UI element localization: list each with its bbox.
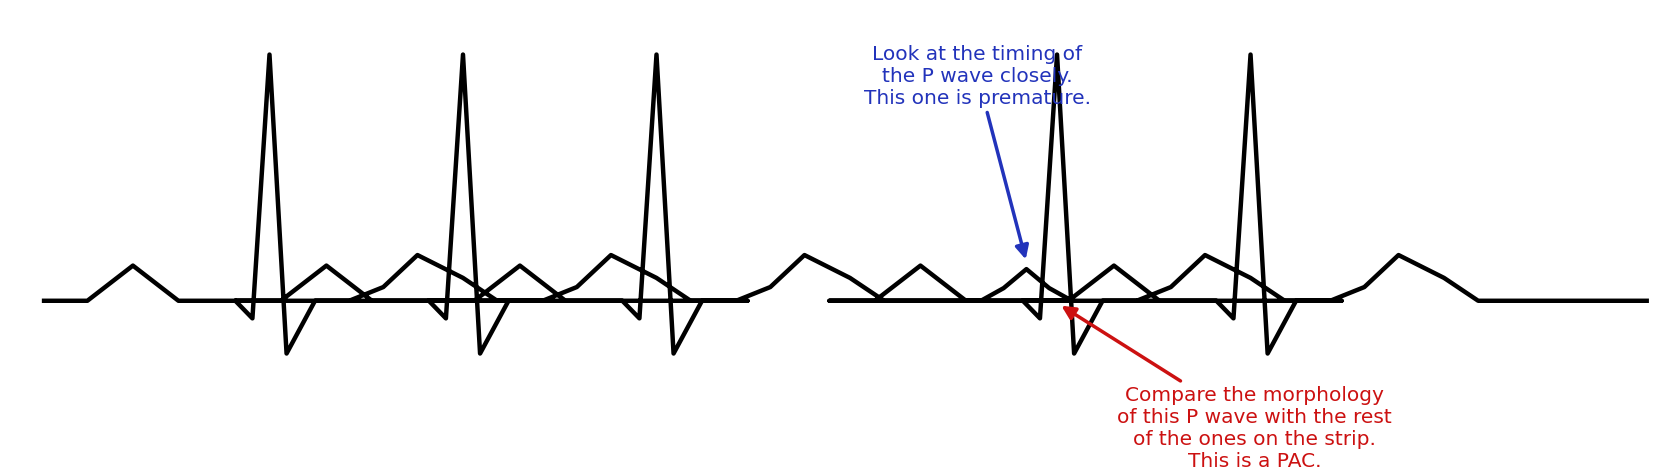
Text: Compare the morphology
of this P wave with the rest
of the ones on the strip.
Th: Compare the morphology of this P wave wi… xyxy=(1064,308,1393,470)
Text: Look at the timing of
the P wave closely.
This one is premature.: Look at the timing of the P wave closely… xyxy=(864,45,1091,256)
